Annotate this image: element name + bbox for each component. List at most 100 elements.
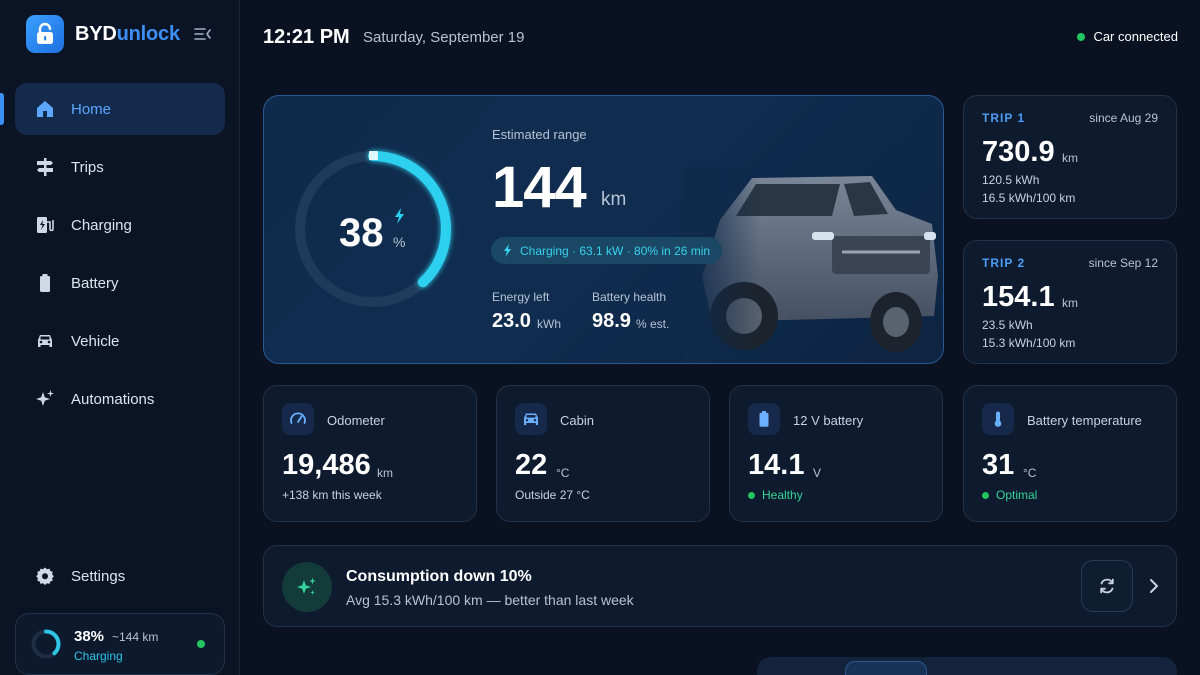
sidebar-item-label: Home [71,100,112,118]
connection-label: Car connected [1093,29,1178,44]
signpost-icon [35,157,55,177]
odometer-unit: km [377,466,393,480]
mini-range: ~144 km [112,630,159,644]
energy-left-label: Energy left [492,290,550,304]
consumption-insight-card[interactable]: Consumption down 10% Avg 15.3 kWh/100 km… [263,545,1177,627]
charging-status-pill: Charging · 63.1 kW · 80% in 26 min [491,237,723,264]
battery-icon [748,403,780,435]
stat-label: 12 V battery [793,413,864,428]
stat-label: Cabin [560,413,594,428]
dock-active-button[interactable] [845,661,927,675]
stat-label: Battery temperature [1027,413,1142,428]
trip-energy: 23.5 kWh [982,318,1033,332]
trip-since: since Aug 29 [1089,111,1158,125]
sidebar-item-home[interactable]: Home [15,83,225,135]
range-unit: km [601,189,627,210]
insight-subtitle: Avg 15.3 kWh/100 km — better than last w… [346,592,634,608]
battery-temperature-card[interactable]: Battery temperature 31 °C Optimal [963,385,1177,522]
range-label: Estimated range [492,127,587,142]
home-icon [35,99,55,119]
settings-area: Settings [15,550,225,608]
connection-dot [1077,32,1086,41]
trip-distance-unit: km [1062,151,1078,165]
sparkles-icon [282,562,332,612]
car-icon [35,331,55,351]
brand[interactable]: BYDunlock [26,15,180,53]
sidebar-item-label: Settings [71,567,126,585]
12v-voltage-unit: V [813,466,822,480]
cabin-temp-value: 22 [515,449,548,481]
sidebar-item-trips[interactable]: Trips [15,141,225,193]
range-hero-card[interactable]: 38 % Estimated range 144 km [263,95,944,364]
charging-station-icon [35,215,55,235]
bolt-icon [394,208,405,229]
energy-left-unit: kWh [537,317,561,331]
12v-voltage-value: 14.1 [748,449,805,481]
energy-left-value: 23.0 [492,310,531,332]
mini-battery-percent: 38% [74,628,105,645]
battery-gauge [295,151,451,307]
battery-percent: 38 [339,211,384,255]
trip-since: since Sep 12 [1088,256,1158,270]
charging-text: Charging · 63.1 kW · 80% in 26 min [520,243,711,258]
chevron-right-icon[interactable] [1146,576,1162,596]
sidebar-item-label: Vehicle [71,332,120,350]
bottom-dock [757,657,1177,675]
trip-efficiency: 16.5 kWh/100 km [982,191,1076,205]
sparkles-icon [35,389,55,409]
trip-tag: TRIP 1 [982,111,1026,125]
car-front-icon [515,403,547,435]
battery-temp-value: 31 [982,449,1015,481]
12v-health-status: Healthy [748,488,803,502]
battery-temp-unit: °C [1023,466,1037,480]
trip-distance-unit: km [1062,296,1078,310]
outside-temp: Outside 27 °C [515,488,590,502]
insight-title: Consumption down 10% [346,568,532,585]
sidebar-item-label: Trips [71,158,104,176]
speedometer-icon [282,403,314,435]
sidebar-item-charging[interactable]: Charging [15,199,225,251]
battery-temp-status: Optimal [982,488,1037,502]
trip-distance: 154.1 [982,281,1055,313]
connection-status: Car connected [1077,29,1178,44]
connection-dot [197,640,205,648]
odometer-value: 19,486 [282,449,371,481]
battery-icon [35,273,55,293]
unlock-logo-icon [26,15,64,53]
thermometer-icon [982,403,1014,435]
trip-energy: 120.5 kWh [982,173,1040,187]
sidebar-item-label: Battery [71,274,119,292]
suv-image [682,166,943,363]
active-indicator [0,93,4,125]
mini-battery-ring [31,629,61,659]
sidebar-item-settings[interactable]: Settings [15,550,225,602]
sidebar: BYDunlock Home Trips Charging [0,0,240,675]
trip-card-1[interactable]: TRIP 1 since Aug 29 730.9 km 120.5 kWh 1… [963,95,1177,219]
stat-label: Odometer [327,413,385,428]
clock-time: 12:21 PM [263,26,350,48]
bolt-icon [504,244,511,257]
cabin-card[interactable]: Cabin 22 °C Outside 27 °C [496,385,710,522]
brand-name-part-a: BYD [75,22,117,45]
gear-icon [35,566,55,586]
odometer-card[interactable]: Odometer 19,486 km +138 km this week [263,385,477,522]
battery-health-value: 98.9 [592,310,631,332]
collapse-sidebar-icon[interactable] [194,26,212,42]
battery-percent-unit: % [393,234,406,250]
sidebar-item-vehicle[interactable]: Vehicle [15,315,225,367]
mini-battery-status[interactable]: 38% ~144 km Charging [15,613,225,675]
mini-charging-state: Charging [74,649,123,663]
clock-date: Saturday, September 19 [363,29,525,46]
sidebar-item-battery[interactable]: Battery [15,257,225,309]
trip-efficiency: 15.3 kWh/100 km [982,336,1076,350]
trip-tag: TRIP 2 [982,256,1026,270]
12v-battery-card[interactable]: 12 V battery 14.1 V Healthy [729,385,943,522]
refresh-button[interactable] [1081,560,1133,612]
main-nav: Home Trips Charging Battery Vehicle [15,83,225,431]
sidebar-item-automations[interactable]: Automations [15,373,225,425]
trip-card-2[interactable]: TRIP 2 since Sep 12 154.1 km 23.5 kWh 15… [963,240,1177,364]
sidebar-item-label: Charging [71,216,132,234]
odometer-weekly: +138 km this week [282,488,382,502]
battery-health-unit: % est. [636,317,670,331]
cabin-temp-unit: °C [556,466,570,480]
